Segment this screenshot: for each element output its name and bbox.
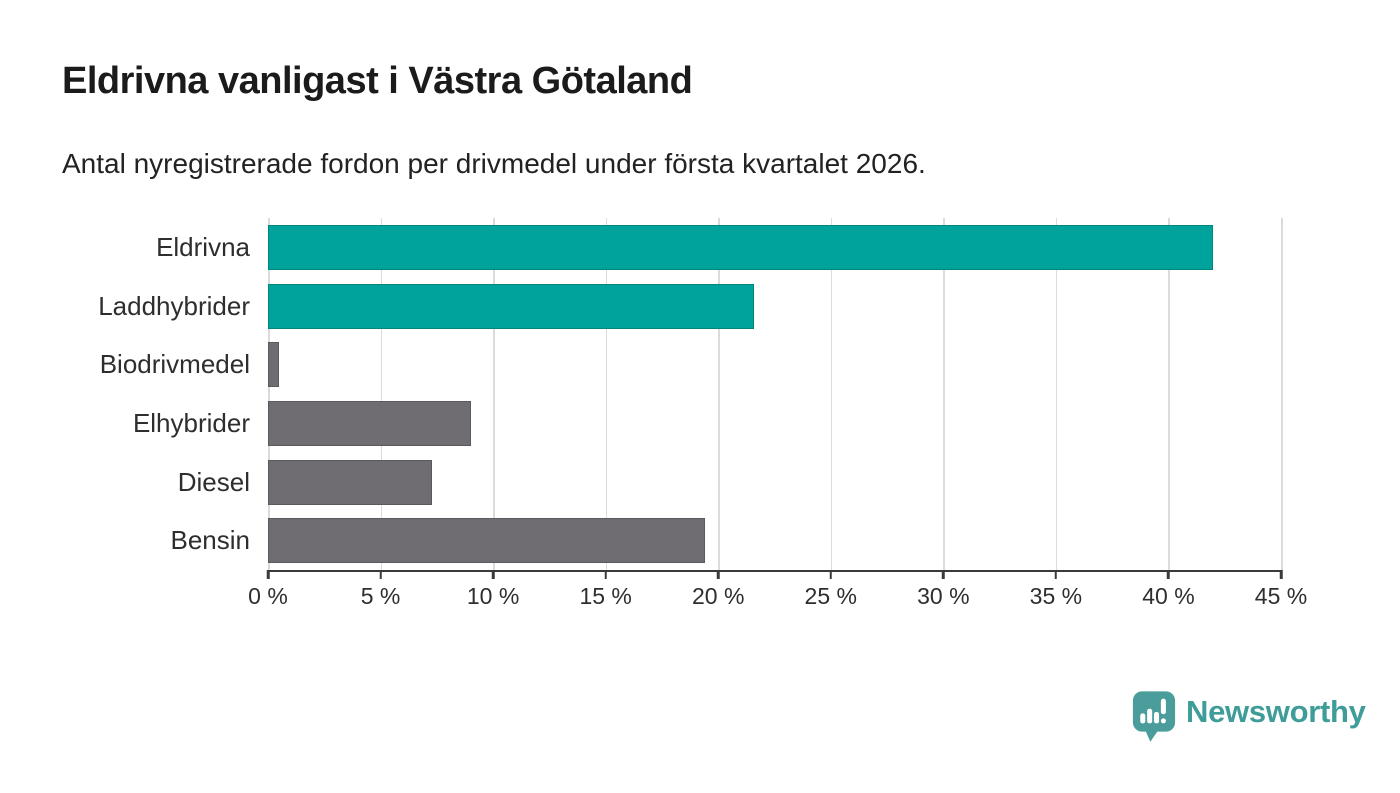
x-axis-tick [829, 570, 833, 579]
bar-elhybrider [268, 400, 471, 446]
x-axis-tick-label: 20 % [692, 583, 745, 609]
gridline [493, 218, 495, 570]
category-label: Diesel [177, 466, 250, 497]
gridline [943, 218, 945, 570]
x-axis-tick-label: 30 % [917, 583, 970, 609]
x-axis-tick [266, 570, 270, 579]
bars-layer [268, 218, 1281, 570]
chart-subtitle: Antal nyregistrerade fordon per drivmede… [62, 148, 926, 179]
category-label: Eldrivna [156, 231, 250, 262]
logo-exclamation-line [1160, 698, 1166, 715]
x-axis-tick [1279, 570, 1283, 579]
x-axis-tick [1054, 570, 1058, 579]
gridline [1055, 218, 1058, 570]
bar-row [268, 453, 1281, 512]
x-axis-tick-label: 5 % [360, 583, 401, 609]
category-label: Laddhybrider [98, 290, 250, 321]
category-label: Bensin [170, 525, 251, 556]
brand-footer: Newsworthy [1132, 690, 1366, 744]
bar-eldrivna [268, 224, 1214, 270]
x-axis-tick-label: 10 % [466, 583, 520, 609]
bar-laddhybrider [268, 283, 755, 329]
x-axis-tick-label: 15 % [579, 583, 632, 609]
x-axis-tick-label: 0 % [248, 583, 288, 609]
newsworthy-logo-icon [1132, 691, 1176, 742]
bar-bensin [268, 518, 705, 564]
chart-title: Eldrivna vanligast i Västra Götaland [62, 60, 693, 102]
gridline [380, 218, 383, 570]
category-label: Biodrivmedel [99, 349, 250, 380]
x-axis-tick [379, 570, 382, 579]
gridline [718, 218, 720, 570]
bar-row [268, 511, 1281, 570]
bar-row [268, 335, 1281, 394]
x-axis-tick-label: 40 % [1142, 583, 1195, 609]
bar-biodrivmedel [268, 342, 280, 388]
logo-bar-1 [1140, 713, 1146, 724]
x-axis-tick-label: 45 % [1254, 583, 1308, 609]
plot-area: 0 % 5 % 10 % 15 % 20 % 25 % 30 % 35 % 40 % 45 % [248, 218, 1307, 609]
brand-name: Newsworthy [1186, 694, 1366, 729]
gridline [605, 218, 608, 570]
category-axis: Eldrivna Laddhybrider Biodrivmedel Elhybrid… [0, 218, 250, 570]
x-axis-tick-label: 35 % [1029, 583, 1083, 609]
bar-row [268, 394, 1281, 453]
gridline [268, 218, 270, 570]
category-label: Elhybrider [132, 407, 250, 438]
bar-row [268, 277, 1281, 336]
x-axis-tick [942, 570, 945, 579]
logo-bubble-shape [1132, 691, 1176, 732]
logo-bubble-tail [1143, 727, 1161, 742]
gridline [1168, 218, 1170, 570]
logo-exclamation-dot [1160, 718, 1166, 724]
x-axis-tick [491, 570, 495, 579]
x-axis-tick-label: 25 % [804, 583, 857, 609]
logo-bar-2 [1147, 708, 1153, 724]
x-axis-tick [1167, 570, 1170, 579]
gridline [830, 218, 833, 570]
x-axis-tick [604, 570, 607, 579]
bar-row [268, 218, 1281, 277]
logo-bar-3 [1154, 711, 1160, 724]
x-axis-tick [716, 570, 720, 579]
bar-diesel [268, 459, 433, 505]
gridline [1281, 218, 1283, 570]
